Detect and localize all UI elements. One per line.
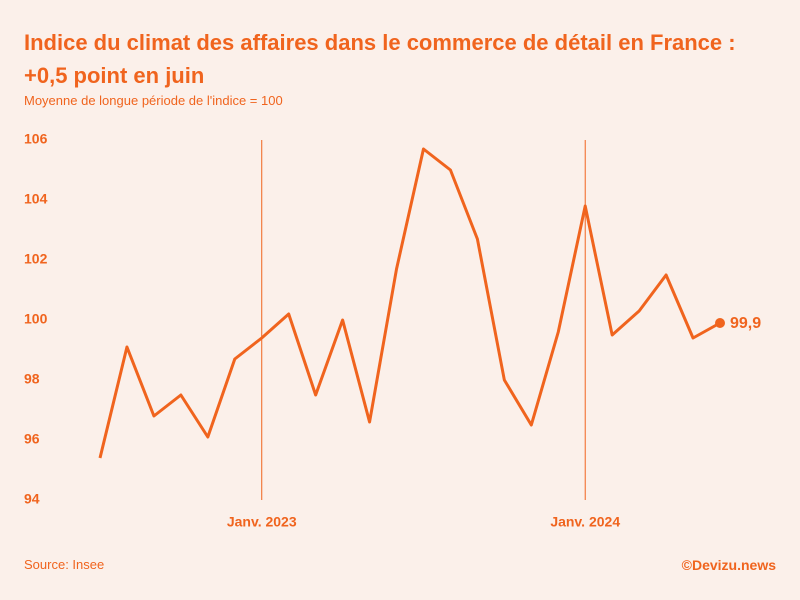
y-tick-label: 94 [24, 491, 40, 507]
value-label: 99,9 [730, 315, 761, 332]
chart-subtitle: Moyenne de longue période de l'indice = … [24, 93, 283, 108]
y-tick-label: 96 [24, 431, 40, 447]
line [98, 147, 721, 459]
y-tick-label: 106 [24, 131, 48, 147]
y-tick-label: 102 [24, 251, 48, 267]
y-tick-label: 100 [24, 311, 48, 327]
credit: ©Devizu.news [681, 557, 776, 573]
end-point [715, 318, 725, 328]
y-tick-label: 104 [24, 191, 48, 207]
x-tick-label: Janv. 2024 [550, 514, 620, 530]
chart-title: Indice du climat des affaires dans le co… [24, 30, 736, 88]
source: Source: Insee [24, 557, 105, 572]
x-tick-label: Janv. 2023 [227, 514, 297, 530]
y-tick-label: 98 [24, 371, 40, 387]
